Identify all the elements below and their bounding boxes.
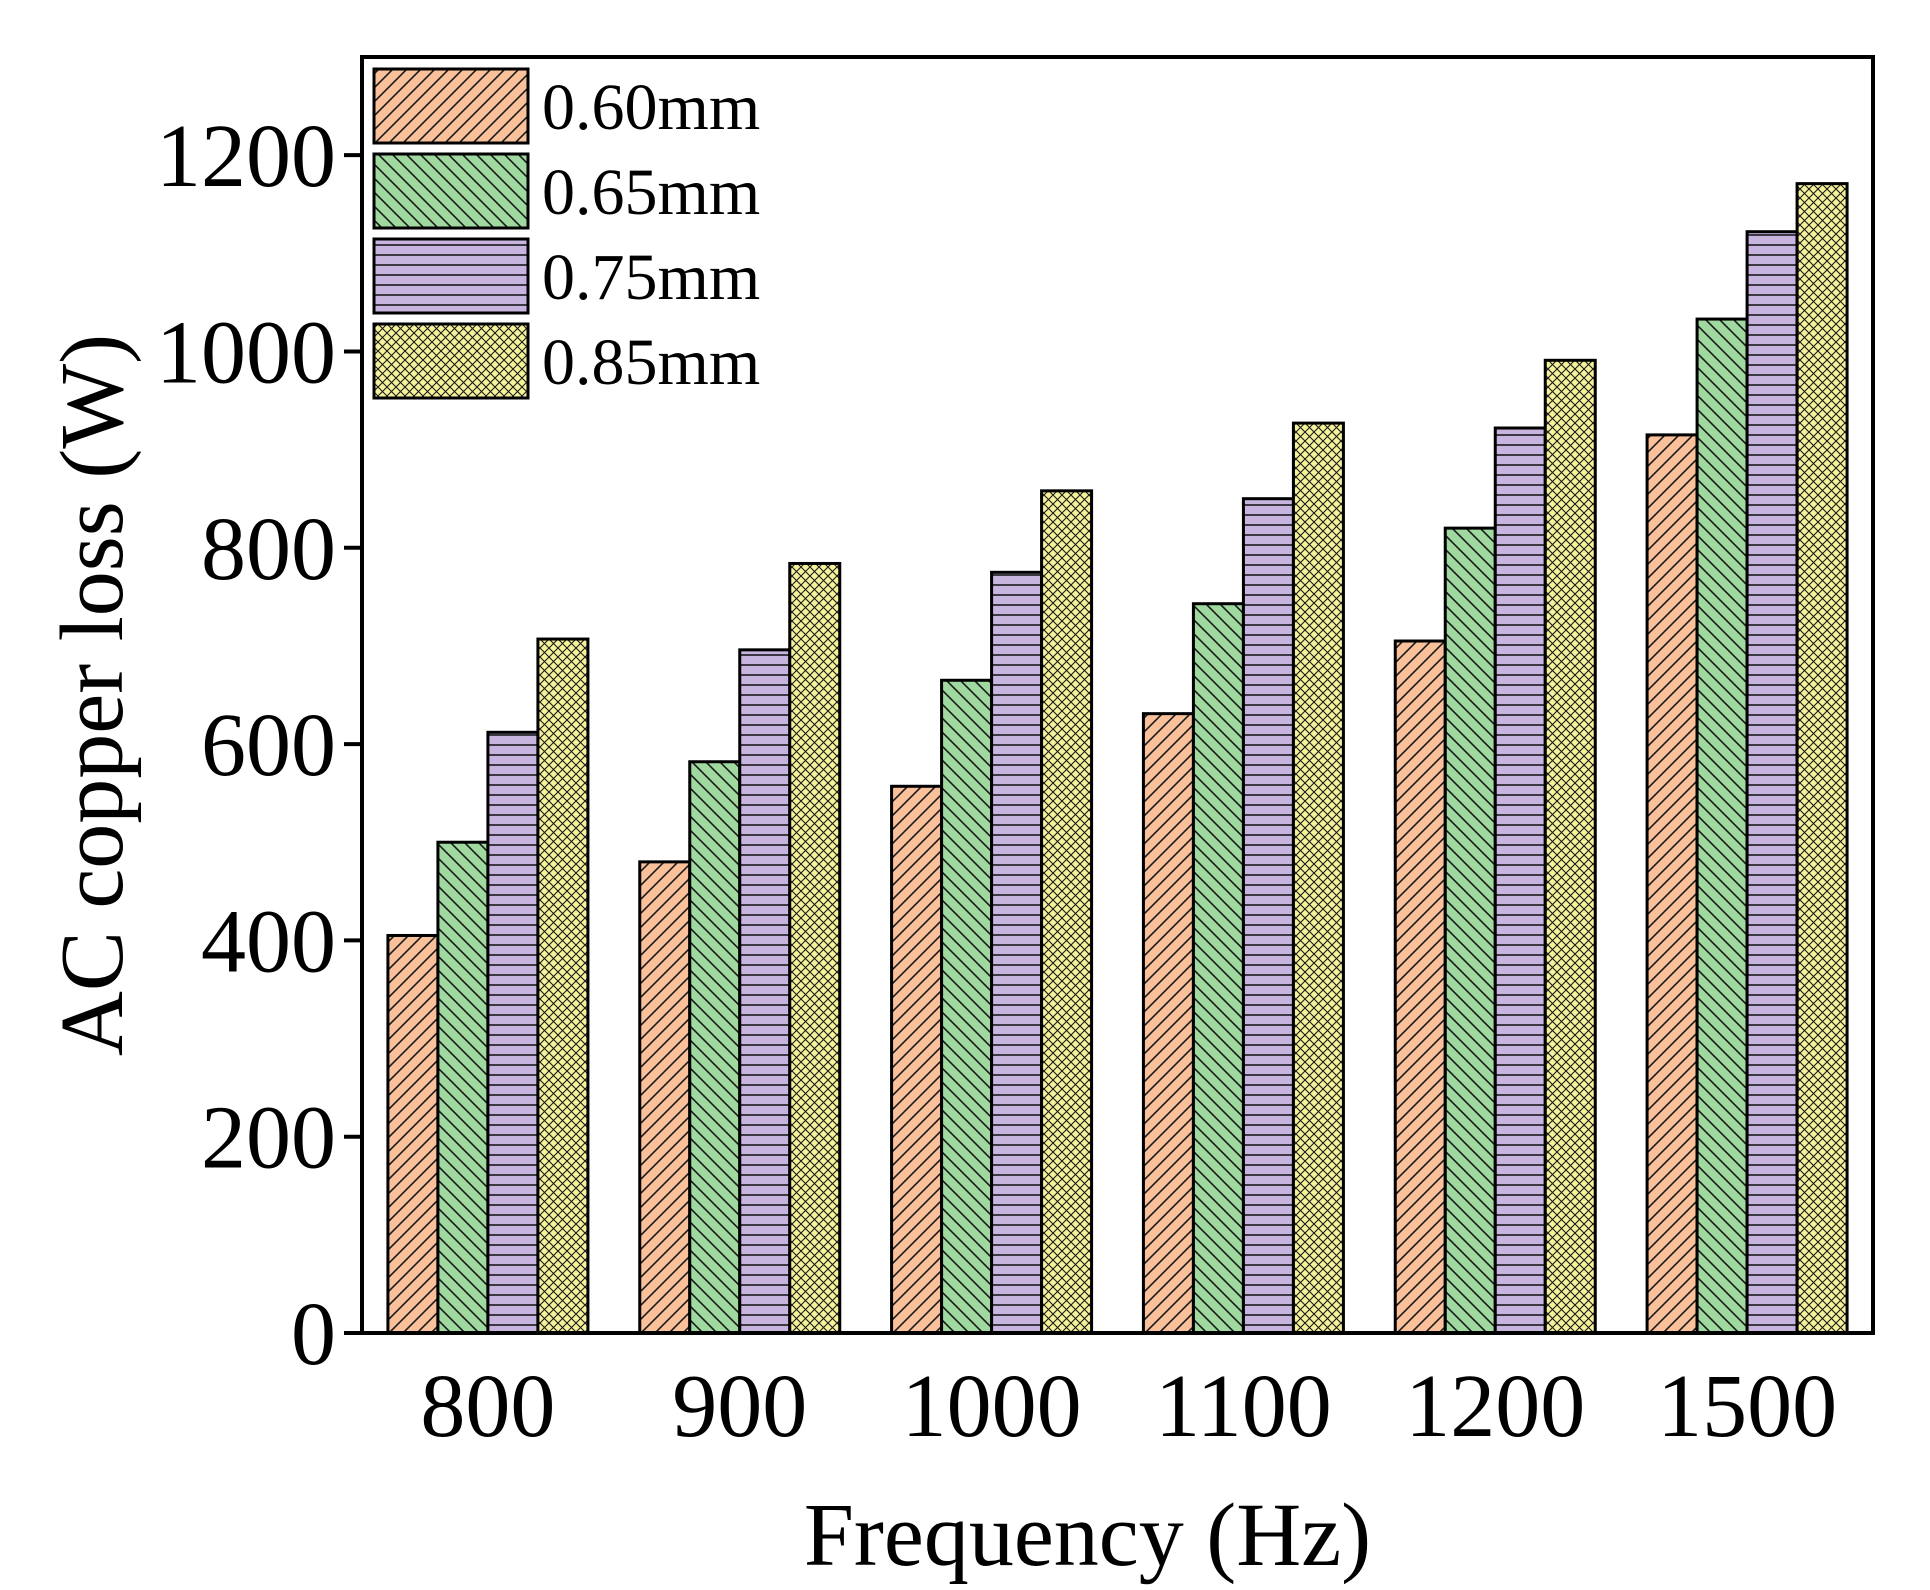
bar-0.85mm-900 <box>788 561 842 1335</box>
bar-0.65mm-1500 <box>1695 317 1749 1335</box>
y-tick-label: 0 <box>291 1285 336 1384</box>
y-tick-label: 600 <box>201 696 336 795</box>
legend-swatch-0.75mm <box>372 237 530 315</box>
x-tick-label: 1100 <box>1155 1357 1332 1456</box>
bar-0.75mm-1500 <box>1745 230 1799 1335</box>
bar-0.60mm-1500 <box>1645 433 1699 1335</box>
x-axis-title: Frequency (Hz) <box>804 1486 1371 1585</box>
legend-label: 0.60mm <box>542 71 760 144</box>
y-tick-label: 1000 <box>156 303 336 402</box>
bar-0.75mm-1100 <box>1241 497 1295 1335</box>
x-tick-label: 1000 <box>902 1357 1082 1456</box>
legend-swatch-0.60mm <box>372 67 530 145</box>
bar-0.85mm-1500 <box>1795 182 1849 1335</box>
bar-0.75mm-1200 <box>1493 426 1547 1335</box>
bar-0.60mm-1000 <box>890 784 944 1335</box>
legend-swatch-0.85mm <box>372 322 530 400</box>
bar-0.60mm-1100 <box>1141 712 1195 1335</box>
legend: 0.60mm 0.65mm 0.75mm 0.85mm <box>372 67 760 400</box>
bar-0.60mm-1200 <box>1393 639 1447 1335</box>
bar-0.65mm-1200 <box>1443 526 1497 1335</box>
bar-0.65mm-1000 <box>940 678 994 1335</box>
bar-0.85mm-1000 <box>1040 489 1094 1335</box>
x-tick-label: 1500 <box>1657 1357 1837 1456</box>
bar-0.75mm-900 <box>738 648 792 1335</box>
y-tick-label: 800 <box>201 500 336 599</box>
bars-layer <box>386 182 1849 1335</box>
bar-0.85mm-1200 <box>1543 358 1597 1335</box>
legend-label: 0.65mm <box>542 156 760 229</box>
bar-0.85mm-1100 <box>1291 421 1345 1335</box>
bar-0.65mm-1100 <box>1191 602 1245 1335</box>
bar-0.60mm-900 <box>638 860 692 1335</box>
bar-0.85mm-800 <box>536 637 590 1335</box>
y-tick-label: 1200 <box>156 107 336 206</box>
x-tick-label: 800 <box>420 1357 555 1456</box>
y-tick-label: 400 <box>201 892 336 991</box>
x-tick-label: 900 <box>672 1357 807 1456</box>
bar-0.65mm-800 <box>436 840 490 1335</box>
bar-0.75mm-1000 <box>990 570 1044 1335</box>
bar-0.65mm-900 <box>688 760 742 1335</box>
legend-label: 0.85mm <box>542 326 760 399</box>
plot-frame <box>360 55 1875 1335</box>
axes-layer: 800 900 1000 1100 1200 1500 0 200 400 600 800 1000 1… <box>156 107 1837 1456</box>
y-axis-title: AC copper loss (W) <box>43 334 142 1056</box>
legend-label: 0.75mm <box>542 241 760 314</box>
bar-0.60mm-800 <box>386 933 440 1335</box>
y-tick-label: 200 <box>201 1089 336 1188</box>
legend-swatch-0.65mm <box>372 152 530 230</box>
x-tick-label: 1200 <box>1405 1357 1585 1456</box>
bar-0.75mm-800 <box>486 730 540 1335</box>
